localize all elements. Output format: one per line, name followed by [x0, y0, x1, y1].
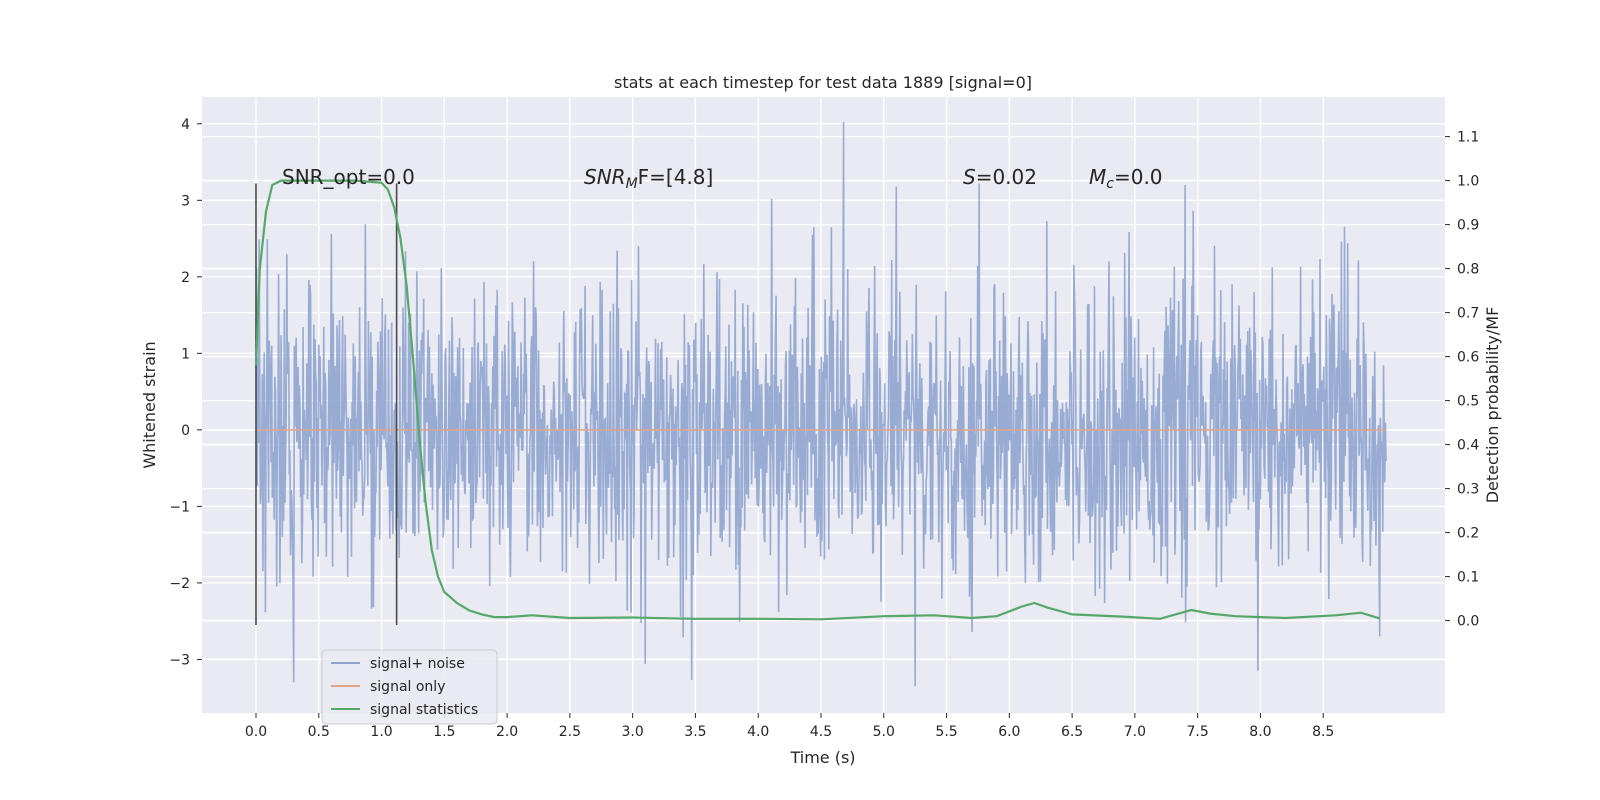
y2-tick-label: 0.8	[1457, 262, 1479, 278]
x-tick-label: 7.5	[1187, 724, 1209, 740]
legend-label-signal-only: signal only	[370, 679, 445, 695]
signal-statistics-series	[254, 179, 1381, 621]
y2-tick-label: 1.0	[1457, 174, 1479, 190]
y-tick-label: −1	[169, 499, 190, 515]
vertical-markers	[255, 183, 398, 625]
y-tick-label: 0	[181, 423, 190, 439]
y2-tick-label: 1.1	[1457, 130, 1479, 146]
y-tick-label: −3	[169, 652, 190, 668]
annotation-s-value: =0.02	[976, 165, 1037, 189]
y2-axis-label: Detection probability/MF	[1483, 307, 1502, 504]
statistics-line	[254, 179, 1381, 621]
y-tick-label: 2	[181, 270, 190, 286]
annotation-mc-value: =0.0	[1114, 165, 1163, 189]
annotation-mc-subscript: c	[1106, 176, 1114, 192]
x-tick-label: 5.5	[935, 724, 957, 740]
legend-label-statistics: signal statistics	[370, 702, 478, 718]
annotation-snr-mf-value: F=[4.8]	[638, 165, 714, 189]
annotation-mc-symbol: M	[1089, 165, 1106, 189]
annotation-snr-mf-subscript: M	[626, 176, 638, 192]
x-tick-label: 7.0	[1124, 724, 1146, 740]
x-tick-label: 8.0	[1249, 724, 1271, 740]
y2-tick-label: 0.0	[1457, 614, 1479, 630]
y2-tick-label: 0.5	[1457, 394, 1479, 410]
y-tick-label: −2	[169, 576, 190, 592]
x-tick-label: 3.5	[684, 724, 706, 740]
annotation-snr-mf-symbol: SNR	[584, 165, 626, 189]
chart-title: stats at each timestep for test data 188…	[614, 73, 1032, 92]
x-tick-label: 4.0	[747, 724, 769, 740]
x-tick-label: 8.5	[1312, 724, 1334, 740]
x-tick-label: 2.0	[496, 724, 518, 740]
y-tick-label: 4	[181, 117, 190, 133]
legend-box	[321, 649, 498, 725]
legend-label-noise: signal+ noise	[370, 656, 465, 672]
x-tick-label: 3.0	[622, 724, 644, 740]
noise-line	[255, 122, 1387, 687]
y-tick-label: 1	[181, 346, 190, 362]
y2-axis-ticks: 0.0 0.1 0.2 0.3 0.4 0.5 0.6 0.7 0.8 0.9 1.0 1.1	[1445, 130, 1479, 630]
annotation-mc: Mc=0.0	[1089, 165, 1163, 192]
y2-tick-label: 0.2	[1457, 526, 1479, 542]
noise-series	[255, 122, 1387, 687]
x-tick-label: 5.0	[873, 724, 895, 740]
legend: signal+ noise signal only signal statist…	[321, 649, 498, 725]
x-tick-label: 6.0	[998, 724, 1020, 740]
y2-tick-label: 0.6	[1457, 350, 1479, 366]
x-tick-label: 1.0	[370, 724, 392, 740]
x-tick-label: 0.0	[245, 724, 267, 740]
y2-tick-label: 0.4	[1457, 438, 1479, 454]
x-tick-label: 6.5	[1061, 724, 1083, 740]
x-tick-label: 0.5	[308, 724, 330, 740]
annotation-s-symbol: S	[963, 165, 976, 189]
annotation-s: S=0.02	[963, 165, 1037, 189]
annotation-snr-mf: SNRMF=[4.8]	[584, 165, 713, 192]
x-tick-label: 1.5	[433, 724, 455, 740]
y2-tick-label: 0.7	[1457, 306, 1479, 322]
y2-tick-label: 0.3	[1457, 482, 1479, 498]
y-tick-label: 3	[181, 193, 190, 209]
x-tick-label: 4.5	[810, 724, 832, 740]
y-axis-label: Whitened strain	[140, 341, 159, 468]
y-axis-ticks: −3 −2 −1 0 1 2 3 4	[169, 117, 202, 668]
annotation-snr-opt: SNR_opt=0.0	[282, 165, 415, 189]
x-axis-label: Time (s)	[789, 748, 855, 767]
x-axis-ticks: 0.0 0.5 1.0 1.5 2.0 2.5 3.0 3.5 4.0 4.5 5.0 5.5 6.0 6…	[245, 713, 1334, 740]
y2-tick-label: 0.1	[1457, 570, 1479, 586]
y2-tick-label: 0.9	[1457, 218, 1479, 234]
x-tick-label: 2.5	[559, 724, 581, 740]
